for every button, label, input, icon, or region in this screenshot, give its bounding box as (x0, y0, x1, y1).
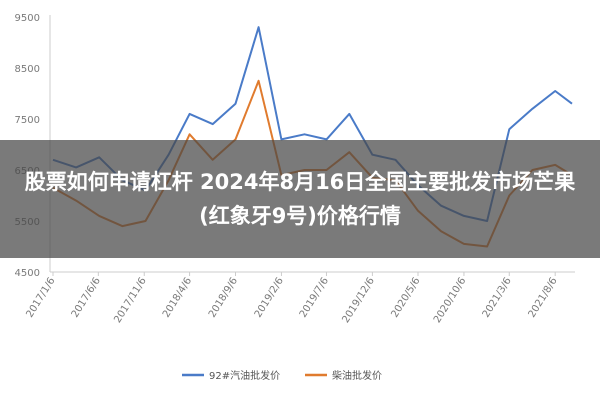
title-banner: 股票如何申请杠杆 2024年8月16日全国主要批发市场芒果(红象牙9号)价格行情 (0, 140, 600, 258)
x-axis-ticks: 2017/1/6 2017/6/6 2017/11/6 2018/4/6 2018/9/… (24, 272, 560, 325)
legend-label-1: 92#汽油批发价 (209, 369, 280, 382)
legend-label-2: 柴油批发价 (332, 369, 382, 382)
article-title: 股票如何申请杠杆 2024年8月16日全国主要批发市场芒果(红象牙9号)价格行情 (24, 170, 576, 228)
x-tick-label: 2018/9/6 (207, 276, 240, 320)
x-tick-label: 2019/7/6 (298, 276, 331, 320)
y-tick-label: 8500 (15, 64, 40, 75)
x-tick-label: 2017/6/6 (70, 276, 103, 320)
x-tick-label: 2021/3/6 (481, 276, 514, 320)
x-tick-label: 2019/12/6 (340, 276, 377, 325)
x-tick-label: 2017/11/6 (112, 276, 149, 325)
x-tick-label: 2020/5/6 (389, 276, 422, 320)
x-tick-label: 2017/1/6 (24, 276, 57, 320)
x-tick-label: 2019/2/6 (253, 276, 286, 320)
x-tick-label: 2020/10/6 (432, 276, 469, 325)
y-tick-label: 9500 (15, 13, 40, 24)
x-tick-label: 2021/8/6 (527, 276, 560, 320)
y-tick-label: 4500 (15, 268, 40, 279)
x-tick-label: 2018/4/6 (161, 276, 194, 320)
y-tick-label: 7500 (15, 115, 40, 126)
legend: 92#汽油批发价 柴油批发价 (182, 369, 382, 382)
